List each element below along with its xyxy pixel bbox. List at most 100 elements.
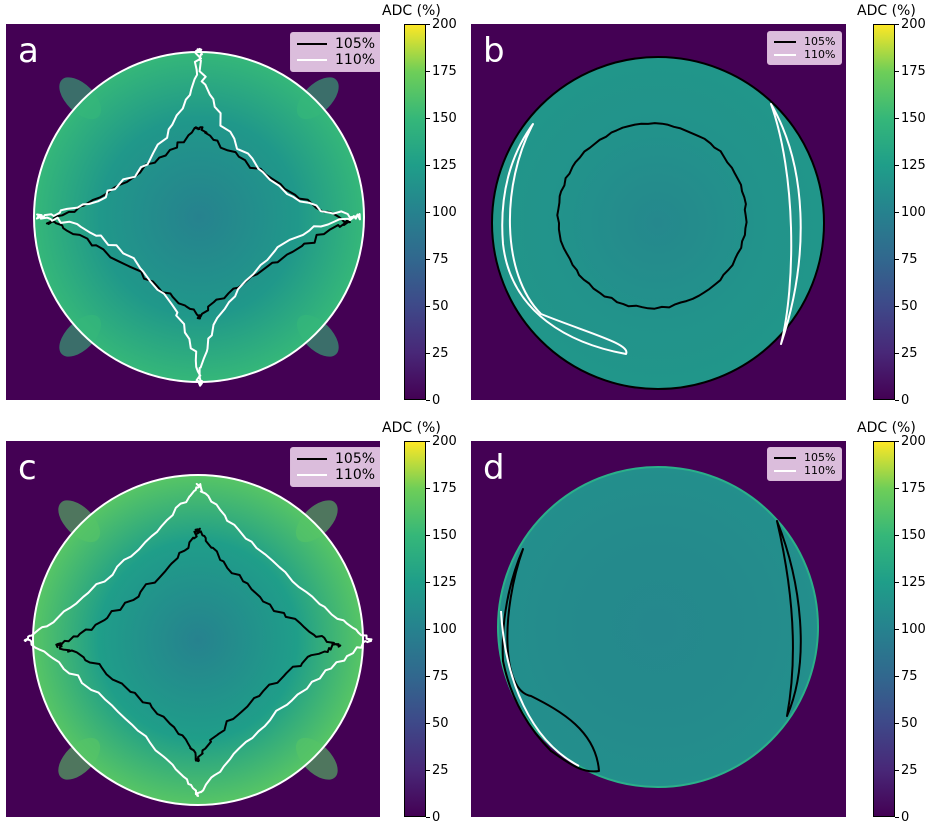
heatmap-svg-c bbox=[23, 474, 373, 806]
panel-label: c bbox=[18, 448, 37, 488]
colorbar-tick-mark bbox=[895, 488, 899, 489]
colorbar-tick-mark bbox=[895, 118, 899, 119]
contour-105 bbox=[45, 126, 351, 320]
hot-spot bbox=[295, 737, 338, 780]
colorbar-tick-mark bbox=[895, 723, 899, 724]
contour-105 bbox=[55, 527, 342, 763]
legend-label: 110% bbox=[335, 467, 376, 483]
hot-spot bbox=[59, 77, 102, 120]
contour-110-outline bbox=[491, 56, 825, 390]
colorbar bbox=[873, 24, 895, 400]
panel-label: d bbox=[483, 448, 505, 488]
colorbar-tick-mark bbox=[426, 24, 430, 25]
panel-label: a bbox=[18, 31, 39, 71]
colorbar-tick-mark bbox=[895, 259, 899, 260]
colorbar-tick-label: 75 bbox=[432, 252, 449, 267]
contour-105-right bbox=[776, 520, 802, 717]
colorbar-tick-mark bbox=[895, 306, 899, 307]
colorbar-tick-label: 125 bbox=[432, 158, 457, 173]
contour-105 bbox=[556, 122, 748, 310]
colorbar-tick-label: 75 bbox=[901, 252, 918, 267]
contour-110 bbox=[23, 482, 373, 797]
legend-entry: 105% bbox=[774, 35, 835, 48]
colorbar bbox=[404, 24, 426, 400]
colorbar-tick-label: 200 bbox=[432, 17, 457, 32]
hot-spot bbox=[295, 500, 338, 543]
contour-110-outline bbox=[497, 466, 819, 788]
field-disc bbox=[34, 52, 364, 382]
colorbar-title: ADC (%) bbox=[382, 420, 441, 436]
heatmap-panel-a: a 105% 110% bbox=[6, 24, 380, 400]
legend-label: 110% bbox=[804, 48, 836, 61]
colorbar-tick-label: 200 bbox=[901, 434, 926, 449]
contour-110-left bbox=[501, 123, 628, 355]
colorbar-tick-label: 150 bbox=[901, 111, 926, 126]
legend: 105% 110% bbox=[290, 447, 380, 487]
colorbar-tick-mark bbox=[895, 353, 899, 354]
colorbar-tick-label: 100 bbox=[432, 622, 457, 637]
colorbar-tick-label: 0 bbox=[432, 393, 441, 408]
colorbar-tick-label: 25 bbox=[432, 763, 449, 778]
colorbar-tick-label: 200 bbox=[432, 434, 457, 449]
colorbar-tick-mark bbox=[895, 817, 899, 818]
field-disc bbox=[498, 467, 818, 787]
legend-entry: 110% bbox=[297, 52, 375, 68]
colorbar-tick-label: 50 bbox=[432, 299, 449, 314]
legend-swatch bbox=[297, 59, 327, 61]
heatmap-svg-b bbox=[491, 56, 825, 390]
legend-label: 110% bbox=[804, 464, 836, 477]
legend-entry: 105% bbox=[297, 36, 375, 52]
colorbar-tick-label: 0 bbox=[901, 393, 910, 408]
colorbar-tick-label: 50 bbox=[901, 299, 918, 314]
legend: 105% 110% bbox=[767, 31, 843, 65]
colorbar-title: ADC (%) bbox=[857, 420, 916, 436]
colorbar-tick-mark bbox=[895, 441, 899, 442]
colorbar-tick-label: 25 bbox=[901, 763, 918, 778]
colorbar-tick-label: 125 bbox=[901, 158, 926, 173]
colorbar-tick-mark bbox=[426, 488, 430, 489]
colorbar-tick-mark bbox=[895, 24, 899, 25]
legend-swatch bbox=[297, 43, 327, 45]
colorbar-tick-mark bbox=[895, 629, 899, 630]
legend-swatch bbox=[774, 469, 796, 472]
heatmap-svg-a bbox=[33, 47, 365, 387]
colorbar-tick-label: 100 bbox=[432, 205, 457, 220]
colorbar-tick-mark bbox=[895, 400, 899, 401]
colorbar bbox=[404, 441, 426, 817]
legend-label: 105% bbox=[335, 36, 376, 52]
hot-spot bbox=[296, 314, 339, 357]
colorbar-tick-label: 75 bbox=[901, 669, 918, 684]
colorbar-tick-label: 0 bbox=[432, 810, 441, 825]
colorbar-tick-mark bbox=[895, 770, 899, 771]
colorbar-tick-mark bbox=[426, 212, 430, 213]
colorbar-tick-label: 175 bbox=[432, 481, 457, 496]
legend-swatch bbox=[297, 458, 327, 460]
colorbar-tick-mark bbox=[426, 71, 430, 72]
legend-swatch bbox=[774, 40, 796, 43]
colorbar-tick-label: 150 bbox=[432, 528, 457, 543]
colorbar-tick-mark bbox=[426, 306, 430, 307]
colorbar bbox=[873, 441, 895, 817]
colorbar-tick-mark bbox=[426, 441, 430, 442]
legend-label: 110% bbox=[335, 52, 376, 68]
legend-label: 105% bbox=[804, 451, 836, 464]
legend-swatch bbox=[297, 474, 327, 476]
legend-entry: 110% bbox=[774, 48, 835, 61]
legend-entry: 110% bbox=[774, 464, 835, 477]
colorbar-tick-label: 25 bbox=[432, 346, 449, 361]
colorbar-tick-label: 25 bbox=[901, 346, 918, 361]
legend: 105% 110% bbox=[290, 32, 380, 72]
colorbar-tick-mark bbox=[426, 582, 430, 583]
heatmap-panel-c: c 105% 110% bbox=[6, 441, 380, 817]
hot-spot bbox=[59, 314, 102, 357]
contour-110-outline bbox=[32, 474, 364, 806]
colorbar-tick-mark bbox=[426, 629, 430, 630]
colorbar-tick-mark bbox=[895, 71, 899, 72]
colorbar-tick-mark bbox=[895, 676, 899, 677]
contour-110-right bbox=[770, 103, 802, 345]
legend-label: 105% bbox=[804, 35, 836, 48]
colorbar-tick-label: 100 bbox=[901, 205, 926, 220]
hot-spot bbox=[296, 77, 339, 120]
field-disc bbox=[492, 57, 824, 389]
colorbar-tick-mark bbox=[426, 676, 430, 677]
